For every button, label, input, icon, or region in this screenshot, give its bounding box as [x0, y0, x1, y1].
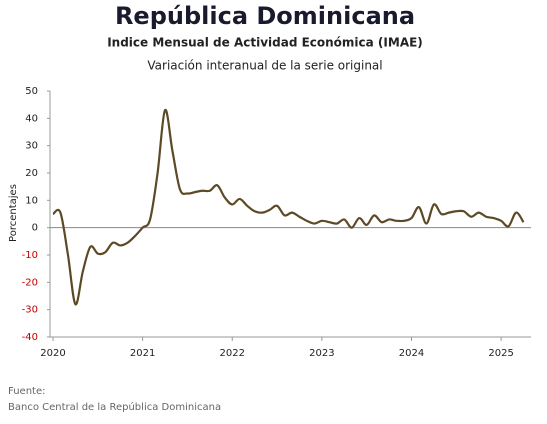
chart-title: República Dominicana: [115, 2, 415, 30]
y-tick-label: 40: [25, 113, 38, 124]
source-label: Fuente:: [8, 386, 45, 397]
x-tick-label: 2021: [130, 348, 155, 359]
x-tick-label: 2022: [220, 348, 245, 359]
y-tick-label: 50: [25, 86, 38, 97]
x-tick-label: 2025: [488, 348, 513, 359]
y-tick-label: -30: [22, 305, 38, 316]
y-tick-label: -20: [22, 277, 38, 288]
y-tick-label: 30: [25, 141, 38, 152]
x-tick-label: 2020: [40, 348, 65, 359]
y-tick-label: 10: [25, 195, 38, 206]
data-line: [52, 109, 525, 306]
x-tick-label: 2024: [399, 348, 424, 359]
source: Banco Central de la República Dominicana: [8, 401, 221, 413]
y-tick-label: -40: [22, 332, 38, 343]
y-axis-label: Porcentajes: [8, 184, 19, 242]
y-tick-label: 0: [32, 223, 38, 234]
chart-subtitle: Indice Mensual de Actividad Económica (I…: [107, 36, 423, 50]
x-tick-label: 2023: [309, 348, 334, 359]
y-tick-label: 20: [25, 168, 38, 179]
chart-subtitle: Variación interanual de la serie origina…: [147, 59, 382, 73]
y-tick-label: -10: [22, 250, 38, 261]
